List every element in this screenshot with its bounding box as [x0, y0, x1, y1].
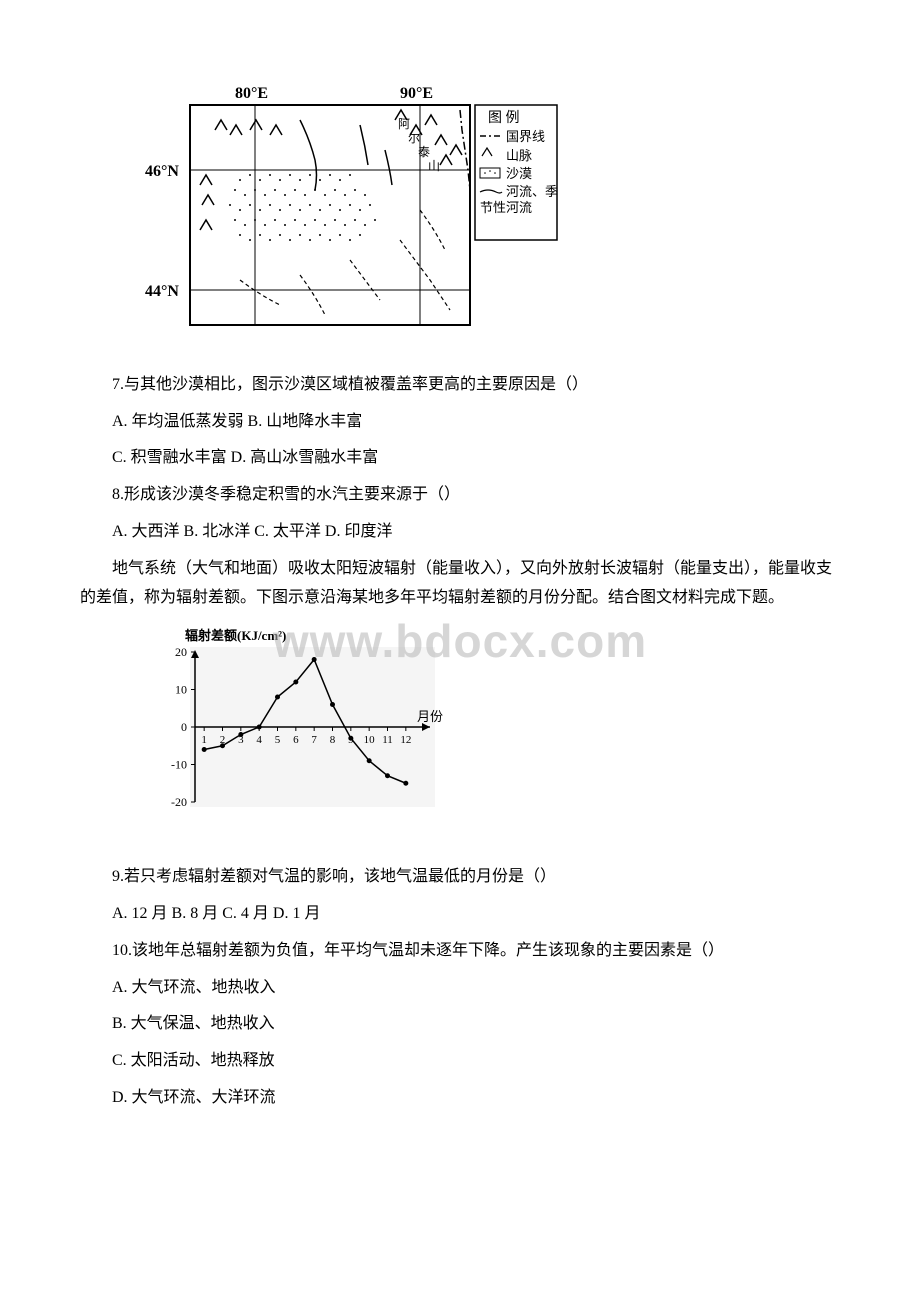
question-7: 7.与其他沙漠相比，图示沙漠区域植被覆盖率更高的主要原因是（） [80, 371, 840, 400]
chart-svg: 辐射差额(KJ/cm²)-20-1001020123456789101112月份 [140, 622, 450, 832]
svg-text:6: 6 [293, 734, 299, 746]
legend-river-1: 河流、季 [506, 184, 558, 199]
svg-text:1: 1 [201, 734, 207, 746]
legend-mountain: 山脉 [506, 148, 532, 163]
lon-label-1: 80°E [235, 85, 268, 102]
svg-text:11: 11 [382, 734, 393, 746]
question-8: 8.形成该沙漠冬季稳定积雪的水汽主要来源于（） [80, 481, 840, 510]
legend-desert: 沙漠 [506, 166, 532, 181]
legend-river-2: 节性河流 [480, 200, 532, 215]
desert-area [229, 174, 376, 241]
svg-text:10: 10 [364, 734, 376, 746]
question-10: 10.该地年总辐射差额为负值，年平均气温却未逐年下降。产生该现象的主要因素是（） [80, 937, 840, 966]
svg-text:10: 10 [175, 683, 187, 697]
altai-label: 阿 [398, 117, 410, 131]
svg-text:0: 0 [181, 720, 187, 734]
question-9: 9.若只考虑辐射差额对气温的影响，该地气温最低的月份是（） [80, 863, 840, 892]
svg-text:20: 20 [175, 645, 187, 659]
svg-text:辐射差额(KJ/cm²): 辐射差额(KJ/cm²) [185, 628, 286, 643]
lat-label-2: 44°N [145, 283, 179, 300]
svg-text:7: 7 [311, 734, 317, 746]
q9-options: A. 12 月 B. 8 月 C. 4 月 D. 1 月 [80, 900, 840, 929]
svg-text:泰: 泰 [418, 145, 430, 159]
svg-text:山: 山 [428, 159, 440, 173]
q10-optA: A. 大气环流、地热收入 [80, 974, 840, 1003]
lat-label-1: 46°N [145, 163, 179, 180]
q7-options-2: C. 积雪融水丰富 D. 高山冰雪融水丰富 [80, 444, 840, 473]
legend-border: 国界线 [506, 129, 545, 144]
svg-text:月份: 月份 [417, 709, 443, 724]
q10-optB: B. 大气保温、地热收入 [80, 1010, 840, 1039]
q7-options-1: A. 年均温低蒸发弱 B. 山地降水丰富 [80, 408, 840, 437]
svg-text:-10: -10 [171, 758, 187, 772]
q10-optD: D. 大气环流、大洋环流 [80, 1084, 840, 1113]
map-figure: 80°E 90°E 46°N 44°N 阿 尔 泰 山 [140, 80, 840, 351]
map-svg: 80°E 90°E 46°N 44°N 阿 尔 泰 山 [140, 80, 560, 340]
chart-figure: 辐射差额(KJ/cm²)-20-1001020123456789101112月份 [140, 622, 840, 843]
svg-text:5: 5 [275, 734, 281, 746]
svg-text:8: 8 [330, 734, 336, 746]
svg-text:4: 4 [256, 734, 262, 746]
lon-label-2: 90°E [400, 85, 433, 102]
svg-text:尔: 尔 [408, 130, 420, 145]
q10-optC: C. 太阳活动、地热释放 [80, 1047, 840, 1076]
q8-options: A. 大西洋 B. 北冰洋 C. 太平洋 D. 印度洋 [80, 518, 840, 547]
svg-text:-20: -20 [171, 795, 187, 809]
passage-2: 地气系统（大气和地面）吸收太阳短波辐射（能量收入），又向外放射长波辐射（能量支出… [80, 555, 840, 613]
legend-title: 图 例 [488, 110, 520, 126]
svg-text:12: 12 [400, 734, 411, 746]
map-frame [190, 105, 470, 325]
